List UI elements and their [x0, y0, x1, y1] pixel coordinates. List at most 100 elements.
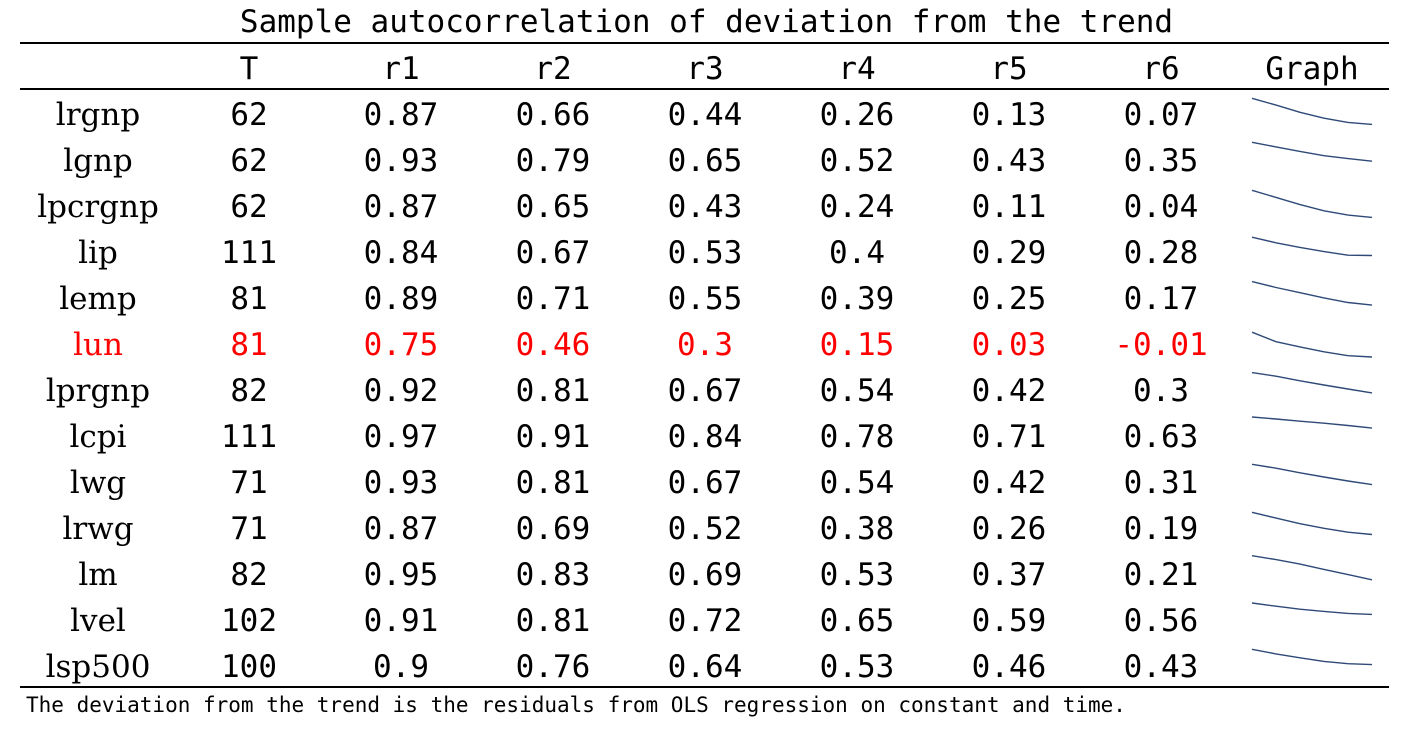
sparkline-series	[1251, 371, 1373, 394]
sparkline-lcpi	[1251, 416, 1373, 429]
cell-r3: 0.55	[667, 281, 743, 317]
cell-r4: 0.52	[819, 143, 895, 179]
sparkline-series	[1251, 463, 1373, 486]
cell-r3: 0.65	[667, 143, 743, 179]
cell-r3: 0.52	[667, 511, 743, 547]
cell-r3: 0.67	[667, 373, 743, 409]
sparkline-lwg	[1251, 463, 1373, 486]
cell-r2: 0.67	[515, 235, 591, 271]
cell-t: 111	[221, 235, 277, 271]
cell-r5: 0.46	[971, 649, 1047, 685]
cell-r1: 0.75	[363, 327, 439, 363]
cell-r4: 0.53	[819, 649, 895, 685]
cell-r6: 0.43	[1123, 649, 1199, 685]
cell-r2: 0.71	[515, 281, 591, 317]
cell-r1: 0.91	[363, 603, 439, 639]
cell-t: 71	[230, 465, 268, 501]
cell-t: 82	[230, 557, 268, 593]
cell-r4: 0.54	[819, 373, 895, 409]
cell-r4: 0.54	[819, 465, 895, 501]
cell-r1: 0.9	[373, 649, 429, 685]
cell-r1: 0.87	[363, 189, 439, 225]
cell-t: 62	[230, 189, 268, 225]
sparkline-series	[1251, 511, 1373, 536]
cell-r5: 0.25	[971, 281, 1047, 317]
cell-r2: 0.81	[515, 465, 591, 501]
row-label: lsp500	[45, 649, 151, 685]
cell-r3: 0.3	[677, 327, 733, 363]
cell-r5: 0.42	[971, 465, 1047, 501]
cell-t: 111	[221, 419, 277, 455]
cell-r4: 0.24	[819, 189, 895, 225]
sparkline-series	[1251, 236, 1373, 257]
cell-r2: 0.83	[515, 557, 591, 593]
cell-r1: 0.89	[363, 281, 439, 317]
sparkline-series	[1251, 331, 1373, 358]
cell-r4: 0.4	[829, 235, 885, 271]
cell-r3: 0.69	[667, 557, 743, 593]
cell-r3: 0.64	[667, 649, 743, 685]
sparkline-series	[1251, 648, 1373, 666]
sparkline-lm	[1251, 555, 1373, 581]
cell-r2: 0.81	[515, 373, 591, 409]
cell-r3: 0.84	[667, 419, 743, 455]
row-label: lpcrgnp	[37, 189, 159, 225]
bottom-rule	[20, 686, 1389, 688]
cell-t: 100	[221, 649, 277, 685]
cell-r2: 0.81	[515, 603, 591, 639]
sparkline-lun	[1251, 331, 1373, 358]
cell-r5: 0.59	[971, 603, 1047, 639]
cell-r3: 0.44	[667, 97, 743, 133]
sparkline-lsp500	[1251, 648, 1373, 666]
cell-r5: 0.43	[971, 143, 1047, 179]
sparkline-lemp	[1251, 280, 1373, 306]
cell-r1: 0.95	[363, 557, 439, 593]
table-note: The deviation from the trend is the resi…	[26, 693, 1126, 717]
table-title: Sample autocorrelation of deviation from…	[239, 4, 1174, 40]
cell-r3: 0.53	[667, 235, 743, 271]
cell-r1: 0.93	[363, 143, 439, 179]
cell-r2: 0.46	[515, 327, 591, 363]
column-header-t: T	[239, 51, 259, 87]
column-header-graph: Graph	[1265, 51, 1359, 87]
row-label: lrgnp	[55, 97, 141, 133]
cell-r2: 0.91	[515, 419, 591, 455]
cell-r3: 0.72	[667, 603, 743, 639]
cell-r6: -0.01	[1114, 327, 1208, 363]
cell-r6: 0.63	[1123, 419, 1199, 455]
cell-r6: 0.17	[1123, 281, 1199, 317]
cell-r1: 0.87	[363, 97, 439, 133]
row-label: lcpi	[69, 419, 127, 455]
header-rule	[20, 88, 1389, 90]
row-label: lip	[78, 235, 118, 271]
sparkline-lpcrgnp	[1251, 189, 1373, 219]
cell-t: 62	[230, 143, 268, 179]
cell-r5: 0.29	[971, 235, 1047, 271]
cell-r5: 0.42	[971, 373, 1047, 409]
cell-r2: 0.76	[515, 649, 591, 685]
column-header-r4: r4	[838, 51, 876, 87]
cell-r1: 0.84	[363, 235, 439, 271]
cell-r5: 0.13	[971, 97, 1047, 133]
cell-r5: 0.71	[971, 419, 1047, 455]
cell-r4: 0.15	[819, 327, 895, 363]
column-header-r2: r2	[534, 51, 572, 87]
cell-r6: 0.21	[1123, 557, 1199, 593]
sparkline-series	[1251, 555, 1373, 581]
cell-r4: 0.38	[819, 511, 895, 547]
row-label: lrwg	[62, 511, 134, 547]
cell-r5: 0.11	[971, 189, 1047, 225]
cell-t: 81	[230, 327, 268, 363]
row-label: lm	[78, 557, 118, 593]
cell-r6: 0.56	[1123, 603, 1199, 639]
cell-r1: 0.97	[363, 419, 439, 455]
cell-r6: 0.3	[1133, 373, 1189, 409]
row-label: lprgnp	[45, 373, 151, 409]
cell-r2: 0.79	[515, 143, 591, 179]
row-label: lgnp	[63, 143, 133, 179]
sparkline-series	[1251, 280, 1373, 306]
cell-r6: 0.28	[1123, 235, 1199, 271]
sparkline-lrwg	[1251, 511, 1373, 536]
sparkline-series	[1251, 416, 1373, 429]
